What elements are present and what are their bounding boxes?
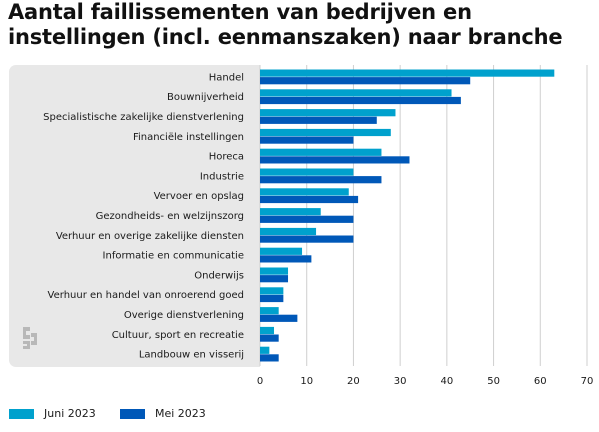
category-label: Horeca xyxy=(209,152,244,163)
bar-juni xyxy=(260,109,396,117)
legend-label-mei: Mei 2023 xyxy=(155,407,206,420)
chart-title-line-2: instellingen (incl. eenmanszaken) naar b… xyxy=(8,25,563,49)
bar-mei xyxy=(260,96,461,105)
bar-mei xyxy=(260,275,289,283)
x-tick-label: 60 xyxy=(534,376,547,387)
cbs-logo-icon xyxy=(23,327,37,349)
category-label: Verhuur en handel van onroerend goed xyxy=(48,290,244,301)
category-label: Cultuur, sport en recreatie xyxy=(112,330,244,341)
bar-mei xyxy=(260,156,410,164)
category-label: Informatie en communicatie xyxy=(103,251,244,262)
bar-mei xyxy=(260,255,312,263)
bar-mei xyxy=(260,195,359,204)
category-label: Bouwnijverheid xyxy=(167,92,244,103)
bar-juni xyxy=(260,89,452,97)
bar-mei xyxy=(260,77,471,85)
legend-item-mei: Mei 2023 xyxy=(120,407,206,420)
bar-juni xyxy=(260,69,555,77)
bar-juni xyxy=(260,208,321,216)
bar-mei xyxy=(260,334,279,342)
chart-title: Aantal faillissementen van bedrijven en … xyxy=(8,0,593,50)
bar-mei xyxy=(260,136,354,144)
category-label: Onderwijs xyxy=(194,270,244,281)
bar-mei xyxy=(260,176,382,184)
bar-juni xyxy=(260,148,382,156)
chart-title-line-1: Aantal faillissementen van bedrijven en xyxy=(8,0,472,24)
x-tick-label: 70 xyxy=(581,376,594,387)
category-label: Landbouw en visserij xyxy=(139,350,244,361)
bar-mei xyxy=(260,215,354,223)
category-label: Handel xyxy=(209,72,244,83)
category-label: Financiële instellingen xyxy=(133,132,244,143)
x-tick-label: 30 xyxy=(394,376,407,387)
bar-juni xyxy=(260,287,284,295)
bar-mei xyxy=(260,116,377,124)
legend-swatch-mei xyxy=(120,408,145,419)
category-label-panel xyxy=(9,65,260,367)
bar-juni xyxy=(260,188,349,196)
legend-item-juni: Juni 2023 xyxy=(9,407,96,420)
bar-juni xyxy=(260,168,354,176)
category-label: Gezondheids- en welzijnszorg xyxy=(96,211,244,222)
bar-mei xyxy=(260,235,354,243)
bar-juni xyxy=(260,307,279,315)
category-label: Verhuur en overige zakelijke diensten xyxy=(56,231,244,242)
x-tick-label: 20 xyxy=(347,376,360,387)
bar-mei xyxy=(260,294,284,303)
legend-label-juni: Juni 2023 xyxy=(44,407,96,420)
bar-juni xyxy=(260,346,270,354)
bar-juni xyxy=(260,326,275,335)
x-tick-label: 0 xyxy=(257,376,263,387)
x-tick-label: 10 xyxy=(300,376,313,387)
category-label: Vervoer en opslag xyxy=(154,191,244,202)
x-tick-label: 40 xyxy=(440,376,453,387)
category-label: Industrie xyxy=(200,171,244,182)
bar-mei xyxy=(260,314,298,322)
bar-juni xyxy=(260,227,317,236)
category-label: Specialistische zakelijke dienstverlenin… xyxy=(43,112,244,123)
bar-juni xyxy=(260,128,391,137)
bar-mei xyxy=(260,354,279,362)
x-tick-label: 50 xyxy=(487,376,500,387)
bar-juni xyxy=(260,247,303,255)
category-label: Overige dienstverlening xyxy=(124,310,244,321)
legend-swatch-juni xyxy=(9,408,34,419)
bar-juni xyxy=(260,267,289,275)
